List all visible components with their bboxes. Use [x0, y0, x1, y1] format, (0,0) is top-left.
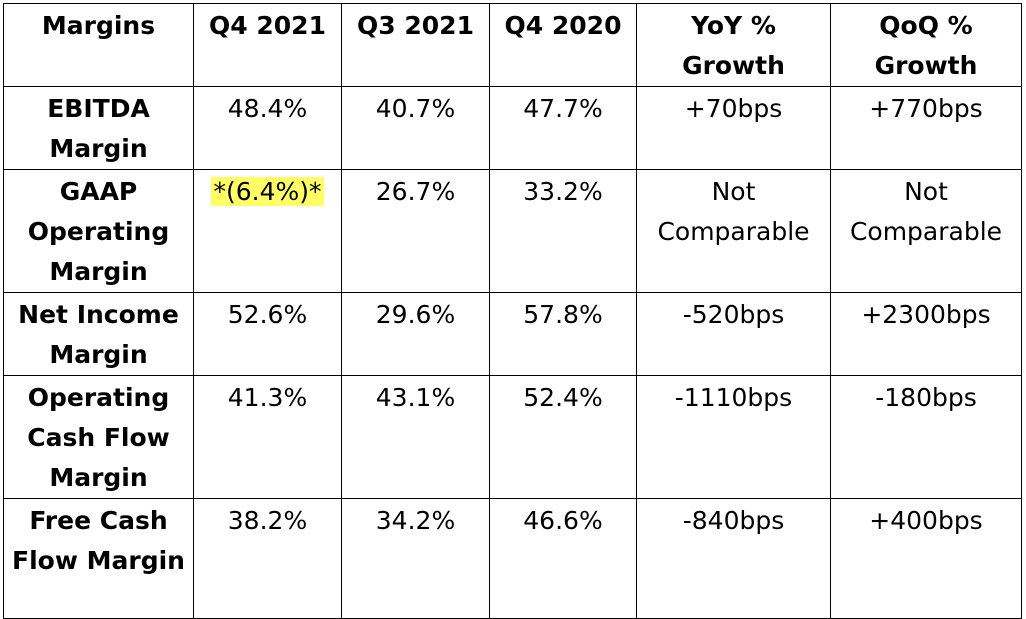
table-cell: 41.3% — [193, 375, 342, 499]
table-cell: +2300bps — [830, 292, 1022, 376]
table-cell: 40.7% — [341, 86, 490, 170]
table-row: GAAP Operating Margin *(6.4%)* 26.7% 33.… — [3, 169, 1022, 293]
table-cell: 34.2% — [341, 498, 490, 619]
table-cell: +70bps — [636, 86, 831, 170]
row-label-gaap-operating-margin: GAAP Operating Margin — [3, 169, 194, 293]
header-q4-2021: Q4 2021 — [193, 3, 342, 87]
table-cell: Not Comparable — [636, 169, 831, 293]
table-cell: 57.8% — [489, 292, 637, 376]
table-cell: 29.6% — [341, 292, 490, 376]
table-cell: 43.1% — [341, 375, 490, 499]
table-cell: -1110bps — [636, 375, 831, 499]
table-row: Net Income Margin 52.6% 29.6% 57.8% -520… — [3, 292, 1022, 376]
table-row: Free Cash Flow Margin 38.2% 34.2% 46.6% … — [3, 498, 1022, 619]
table-cell: 52.6% — [193, 292, 342, 376]
header-q4-2020: Q4 2020 — [489, 3, 637, 87]
table-cell: 52.4% — [489, 375, 637, 499]
row-label-operating-cash-flow-margin: Operating Cash Flow Margin — [3, 375, 194, 499]
table-cell: Not Comparable — [830, 169, 1022, 293]
header-q3-2021: Q3 2021 — [341, 3, 490, 87]
table-cell: 46.6% — [489, 498, 637, 619]
table-cell: +770bps — [830, 86, 1022, 170]
table-cell: -180bps — [830, 375, 1022, 499]
margins-table: Margins Q4 2021 Q3 2021 Q4 2020 YoY % Gr… — [3, 3, 1022, 619]
row-label-ebitda-margin: EBITDA Margin — [3, 86, 194, 170]
table-cell: 48.4% — [193, 86, 342, 170]
header-qoq-growth: QoQ % Growth — [830, 3, 1022, 87]
table-cell: 26.7% — [341, 169, 490, 293]
table-cell: 47.7% — [489, 86, 637, 170]
highlighted-value: *(6.4%)* — [211, 177, 324, 206]
table-cell: -520bps — [636, 292, 831, 376]
table-cell: +400bps — [830, 498, 1022, 619]
row-label-net-income-margin: Net Income Margin — [3, 292, 194, 376]
header-margins: Margins — [3, 3, 194, 87]
table-cell: 38.2% — [193, 498, 342, 619]
header-yoy-growth: YoY % Growth — [636, 3, 831, 87]
table-row: Operating Cash Flow Margin 41.3% 43.1% 5… — [3, 375, 1022, 499]
table-cell: *(6.4%)* — [193, 169, 342, 293]
row-label-free-cash-flow-margin: Free Cash Flow Margin — [3, 498, 194, 619]
header-row: Margins Q4 2021 Q3 2021 Q4 2020 YoY % Gr… — [3, 3, 1022, 87]
table-row: EBITDA Margin 48.4% 40.7% 47.7% +70bps +… — [3, 86, 1022, 170]
table-cell: 33.2% — [489, 169, 637, 293]
table-cell: -840bps — [636, 498, 831, 619]
